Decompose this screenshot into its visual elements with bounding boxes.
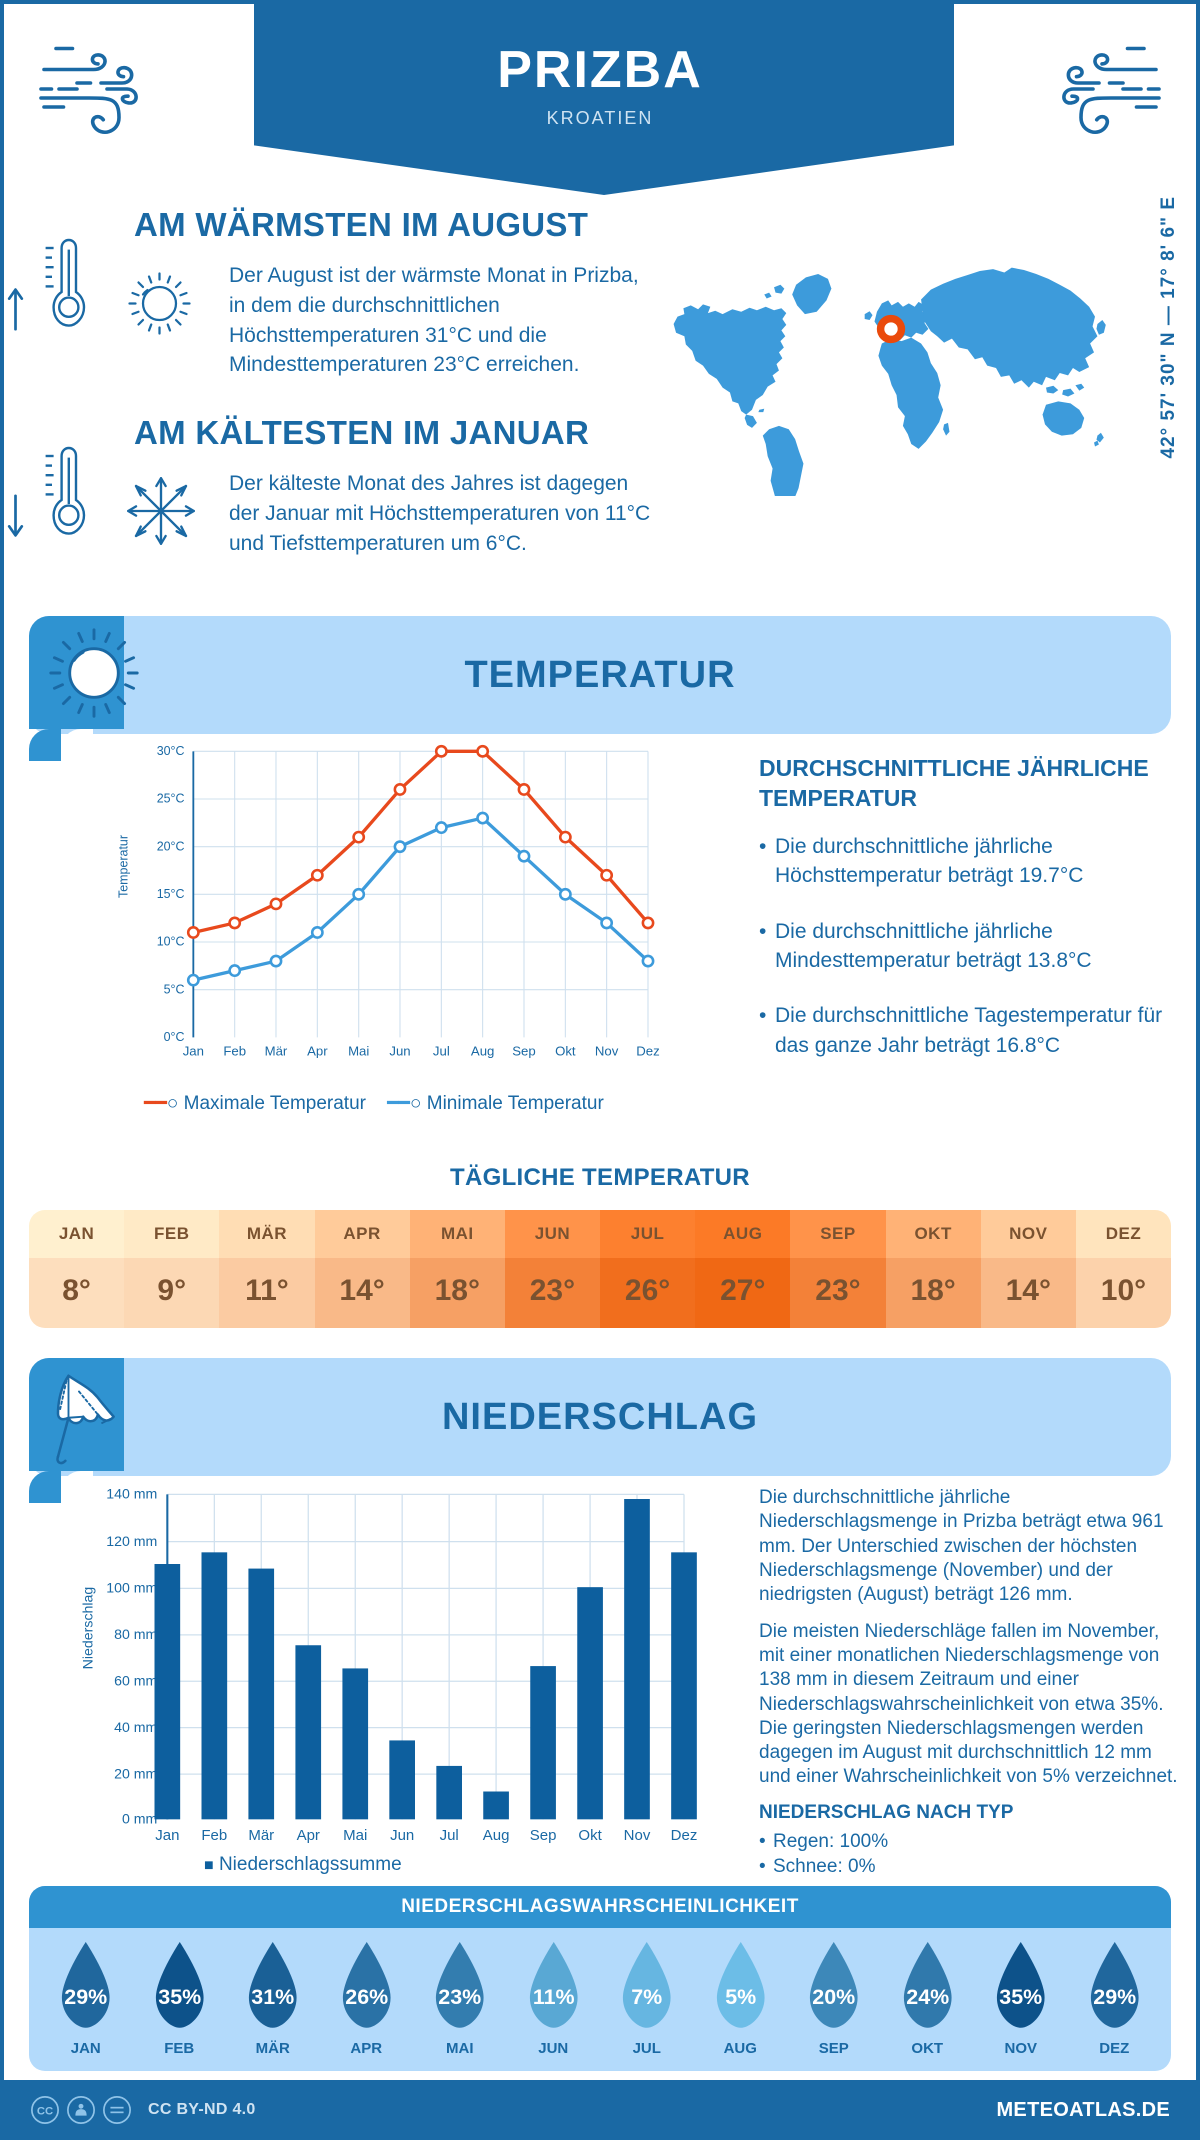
svg-text:7%: 7%	[631, 1985, 662, 2009]
svg-text:Nov: Nov	[595, 1044, 619, 1059]
svg-text:20%: 20%	[812, 1985, 855, 2009]
svg-text:11%: 11%	[532, 1985, 574, 2009]
svg-text:35%: 35%	[999, 1985, 1042, 2009]
svg-text:Jun: Jun	[389, 1044, 410, 1059]
svg-text:Nov: Nov	[624, 1827, 651, 1844]
svg-text:120 mm: 120 mm	[106, 1534, 157, 1550]
svg-text:Dez: Dez	[636, 1044, 659, 1059]
svg-text:80 mm: 80 mm	[114, 1627, 157, 1643]
svg-text:24%: 24%	[906, 1985, 949, 2009]
svg-text:5%: 5%	[725, 1985, 756, 2009]
svg-text:Mär: Mär	[248, 1827, 274, 1844]
svg-text:Sep: Sep	[530, 1827, 557, 1844]
svg-text:Feb: Feb	[201, 1827, 227, 1844]
svg-text:140 mm: 140 mm	[106, 1487, 157, 1503]
svg-text:0°C: 0°C	[164, 1030, 185, 1044]
svg-text:Aug: Aug	[471, 1044, 494, 1059]
svg-text:26%: 26%	[345, 1985, 388, 2009]
svg-text:Temperatur: Temperatur	[116, 835, 130, 898]
svg-text:Niederschlag: Niederschlag	[80, 1587, 96, 1670]
svg-text:Mär: Mär	[265, 1044, 288, 1059]
svg-text:Feb: Feb	[223, 1044, 246, 1059]
svg-text:15°C: 15°C	[157, 887, 185, 901]
svg-text:CC: CC	[37, 2106, 53, 2118]
svg-text:25°C: 25°C	[157, 792, 185, 806]
svg-text:Sep: Sep	[512, 1044, 535, 1059]
svg-text:31%: 31%	[251, 1985, 294, 2009]
svg-text:29%: 29%	[1093, 1985, 1136, 2009]
svg-text:0 mm: 0 mm	[122, 1812, 157, 1828]
svg-text:Jan: Jan	[183, 1044, 204, 1059]
svg-text:Jul: Jul	[440, 1827, 459, 1844]
svg-text:Dez: Dez	[671, 1827, 698, 1844]
svg-text:Jun: Jun	[390, 1827, 414, 1844]
svg-text:10°C: 10°C	[157, 935, 185, 949]
svg-text:30°C: 30°C	[157, 744, 185, 758]
svg-text:Apr: Apr	[297, 1827, 320, 1844]
svg-text:Aug: Aug	[483, 1827, 510, 1844]
svg-text:23%: 23%	[438, 1985, 481, 2009]
svg-text:5°C: 5°C	[164, 982, 185, 996]
svg-text:20 mm: 20 mm	[114, 1766, 157, 1782]
svg-text:Mai: Mai	[343, 1827, 367, 1844]
svg-text:Apr: Apr	[307, 1044, 328, 1059]
svg-text:Mai: Mai	[348, 1044, 369, 1059]
svg-text:Okt: Okt	[578, 1827, 602, 1844]
svg-text:20°C: 20°C	[157, 839, 185, 853]
svg-text:29%: 29%	[64, 1985, 107, 2009]
svg-text:Jul: Jul	[433, 1044, 450, 1059]
svg-text:35%: 35%	[158, 1985, 201, 2009]
svg-text:Jan: Jan	[155, 1827, 179, 1844]
svg-text:40 mm: 40 mm	[114, 1720, 157, 1736]
svg-text:60 mm: 60 mm	[114, 1673, 157, 1689]
svg-text:Okt: Okt	[555, 1044, 576, 1059]
svg-text:100 mm: 100 mm	[106, 1581, 157, 1597]
